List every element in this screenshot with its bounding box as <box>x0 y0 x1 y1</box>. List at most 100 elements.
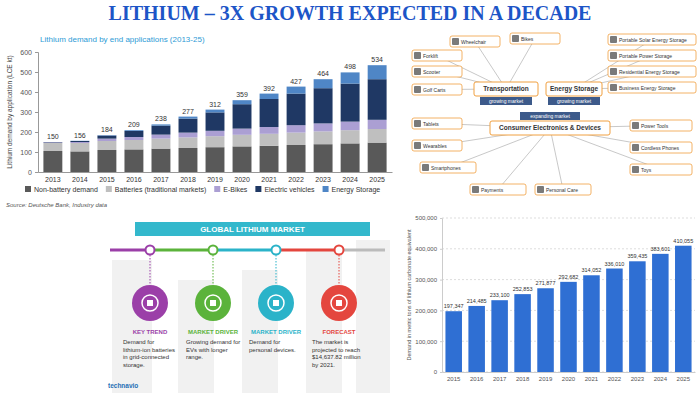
item-icon <box>632 122 639 129</box>
data-label: 314,052 <box>582 267 602 273</box>
x-axis-tick-label: 2018 <box>516 376 530 382</box>
caption-tab <box>520 112 580 120</box>
text-line: storage. <box>123 362 145 368</box>
bar <box>179 133 198 138</box>
y-axis-tick-label: 400 <box>20 89 32 96</box>
item-label: Portable Solar Energy Storage <box>619 37 687 43</box>
y-axis-tick-mark <box>440 280 442 281</box>
item-box <box>412 66 462 77</box>
bar <box>70 141 89 142</box>
item: Toys <box>630 164 692 175</box>
y-axis-tick: 0 <box>28 169 38 176</box>
data-label: 410,055 <box>673 238 693 244</box>
text-line: projected to reach <box>312 347 360 353</box>
item-label: Payments <box>481 187 504 193</box>
x-axis-tick: 2024 <box>654 372 668 382</box>
x-axis-tick-label: 2016 <box>470 376 484 382</box>
item-box <box>630 142 692 153</box>
bar <box>468 306 485 372</box>
step-text: Demand forpersonal devices. <box>249 339 296 353</box>
step-heading: MARKET DRIVER <box>251 329 302 335</box>
item-box <box>470 184 526 195</box>
y-axis-tick-mark <box>35 172 38 173</box>
item-label: Scooter <box>423 69 441 75</box>
total-label: 392 <box>263 85 275 92</box>
x-axis-tick-label: 2023 <box>315 176 331 183</box>
group: Consumer Electronics & Devices expanding … <box>412 112 692 195</box>
x-axis-tick: 2019 <box>539 372 553 382</box>
group-label: Consumer Electronics & Devices <box>499 124 601 131</box>
text-line: lithium-ion batteries <box>123 347 175 353</box>
y-axis-tick: 500,000 <box>415 215 442 221</box>
item-box <box>450 36 500 47</box>
data-label: 197,347 <box>444 303 464 309</box>
item-box <box>535 184 591 195</box>
bar <box>179 119 198 133</box>
step-icon <box>268 295 284 311</box>
legend-swatch <box>255 186 261 192</box>
y-axis-tick-label: 400,000 <box>415 246 437 252</box>
timeline <box>276 249 339 252</box>
y-axis-tick-label: 100 <box>20 149 32 156</box>
x-axis-tick-label: 2022 <box>608 376 622 382</box>
bar <box>151 139 170 149</box>
link <box>550 128 563 190</box>
bar <box>151 135 170 139</box>
total-label: 209 <box>128 121 140 128</box>
item-box <box>608 34 696 45</box>
y-axis-tick-mark <box>35 132 38 133</box>
item: Golf Carts <box>412 84 462 95</box>
legend: Non-battery demand Batteries (traditional… <box>25 186 380 194</box>
bar <box>537 288 554 372</box>
y-axis-tick-mark <box>35 52 38 53</box>
bar <box>43 151 62 172</box>
group-caption: expanding market <box>530 113 570 119</box>
chart-lithium-demand: Lithium demand by end applications (2013… <box>6 35 393 208</box>
bar <box>206 110 225 113</box>
item-label: Portable Power Storage <box>619 53 672 59</box>
y-axis-tick: 300,000 <box>415 277 442 283</box>
x-axis-tick-label: 2020 <box>562 376 576 382</box>
step-icon <box>142 295 158 311</box>
group-box <box>474 82 538 96</box>
y-axis-title: Demand in metric tons of lithium carbona… <box>406 229 412 361</box>
y-axis-tick-mark <box>35 112 38 113</box>
x-axis-tick-label: 2023 <box>631 376 645 382</box>
x-axis-tick-label: 2017 <box>153 176 169 183</box>
title: LITHIUM – 3X GROWTH EXPECTED IN A DECADE <box>109 2 592 24</box>
bar <box>287 145 306 172</box>
legend-label: Non-battery demand <box>34 186 98 194</box>
item: Portable Solar Energy Storage <box>608 34 696 45</box>
infographic: GLOBAL LITHIUM MARKETKEY TRENDDemand for… <box>108 222 390 393</box>
bar <box>206 136 225 147</box>
step-text: Demand forlithium-ion batteriesin grid-c… <box>123 339 175 368</box>
step-icon <box>331 295 347 311</box>
item: Residential Energy Storage <box>608 66 696 77</box>
y-axis: 0100200300400500600 <box>20 49 38 176</box>
bar <box>445 311 462 372</box>
x-axis-tick: 2022 <box>288 172 304 183</box>
total-label: 498 <box>344 63 356 70</box>
bar <box>260 127 279 134</box>
x-axis-tick-label: 2016 <box>126 176 142 183</box>
item-label: Forklift <box>423 53 439 59</box>
timeline <box>110 249 150 252</box>
legend-label: Batteries (traditional markets) <box>115 186 206 194</box>
group-caption: growing market <box>489 98 524 104</box>
x-axis-tick-label: 2025 <box>677 376 691 382</box>
bars <box>43 65 386 172</box>
bar <box>341 130 360 143</box>
bar <box>287 133 306 145</box>
text-line: The market is <box>312 339 348 345</box>
item: Cordless Phones <box>630 142 692 153</box>
total-label: 184 <box>101 126 113 133</box>
link <box>506 39 535 90</box>
bar <box>341 122 360 131</box>
item-label: Power Tools <box>641 123 669 129</box>
x-axis-tick-label: 2024 <box>654 376 668 382</box>
y-axis-tick: 200 <box>20 129 38 136</box>
source: Source: Deutsche Bank, Industry data <box>6 202 108 208</box>
item-icon <box>472 186 479 193</box>
step: MARKET DRIVERGrowing demand forEVs with … <box>186 246 240 361</box>
x-axis-tick-label: 2019 <box>539 376 553 382</box>
